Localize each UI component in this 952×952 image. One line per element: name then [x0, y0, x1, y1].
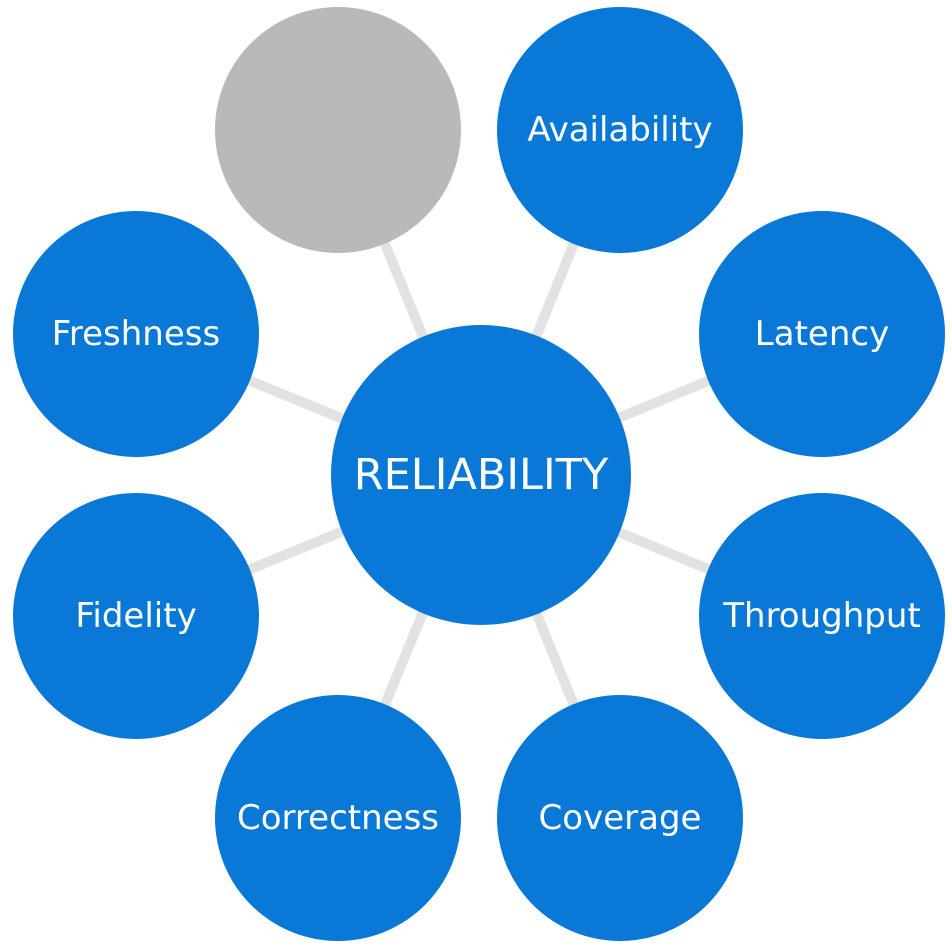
node-blank [215, 7, 461, 253]
node-correctness-label: Correctness [237, 798, 439, 838]
node-coverage-label: Coverage [538, 798, 702, 838]
node-availability-label: Availability [527, 110, 713, 150]
node-fidelity: Fidelity [13, 493, 259, 739]
node-correctness: Correctness [215, 695, 461, 941]
node-throughput-label: Throughput [723, 596, 921, 636]
node-latency-label: Latency [754, 314, 890, 354]
node-coverage: Coverage [497, 695, 743, 941]
center-node: RELIABILITY [331, 325, 631, 625]
node-fidelity-label: Fidelity [75, 596, 197, 636]
node-throughput: Throughput [699, 493, 945, 739]
node-latency: Latency [699, 211, 945, 457]
center-label: RELIABILITY [353, 450, 609, 500]
node-availability: Availability [497, 7, 743, 253]
node-freshness-label: Freshness [51, 314, 221, 354]
node-freshness: Freshness [13, 211, 259, 457]
